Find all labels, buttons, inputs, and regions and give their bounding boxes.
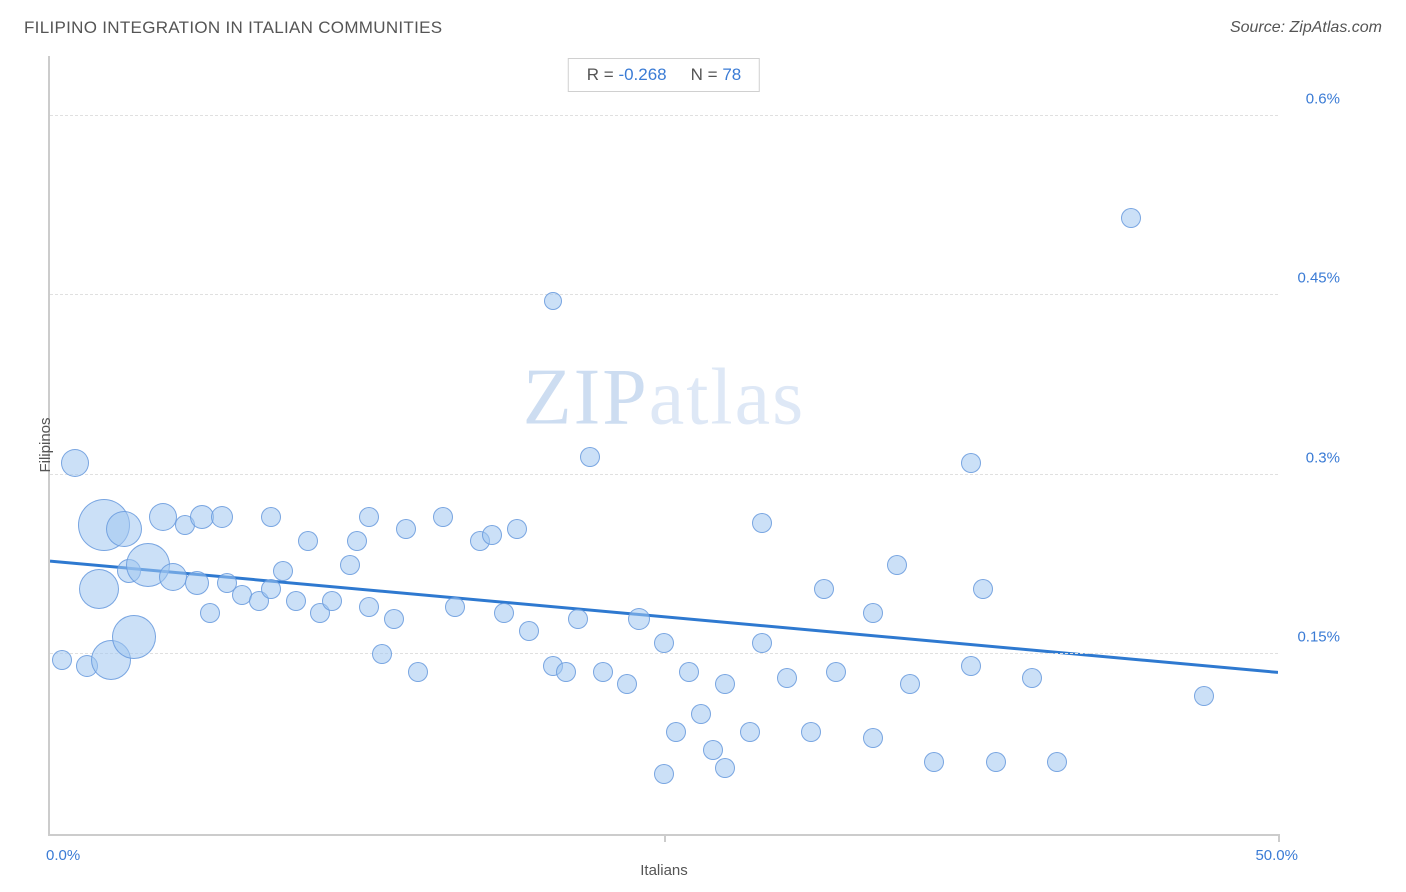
y-tick-label: 0.6%: [1285, 90, 1340, 107]
data-point: [617, 674, 637, 694]
data-point: [900, 674, 920, 694]
plot-box: Filipinos Italians 0.0% 50.0% R = -0.268…: [48, 56, 1278, 836]
data-point: [593, 662, 613, 682]
data-point: [777, 668, 797, 688]
data-point: [961, 453, 981, 473]
data-point: [261, 507, 281, 527]
y-tick-label: 0.45%: [1285, 270, 1340, 287]
n-value: 78: [722, 65, 741, 84]
data-point: [715, 674, 735, 694]
data-point: [863, 603, 883, 623]
data-point: [433, 507, 453, 527]
data-point: [654, 633, 674, 653]
stats-box: R = -0.268 N = 78: [568, 58, 760, 92]
data-point: [384, 609, 404, 629]
y-tick-label: 0.15%: [1285, 629, 1340, 646]
data-point: [211, 506, 233, 528]
x-tick-mark: [664, 834, 666, 842]
gridline: [50, 115, 1278, 116]
data-point: [814, 579, 834, 599]
data-point: [580, 447, 600, 467]
data-point: [752, 633, 772, 653]
data-point: [1194, 686, 1214, 706]
watermark-light: atlas: [649, 354, 806, 442]
data-point: [286, 591, 306, 611]
r-label: R =: [587, 65, 614, 84]
data-point: [200, 603, 220, 623]
r-value: -0.268: [618, 65, 666, 84]
watermark-text: ZIPatlas: [523, 353, 806, 444]
data-point: [273, 561, 293, 581]
data-point: [887, 555, 907, 575]
data-point: [961, 656, 981, 676]
x-axis-label: Italians: [640, 862, 688, 879]
y-tick-label: 0.3%: [1285, 449, 1340, 466]
x-tick-mark: [1278, 834, 1280, 842]
data-point: [261, 579, 281, 599]
stat-n: N = 78: [691, 65, 742, 85]
data-point: [359, 507, 379, 527]
data-point: [863, 728, 883, 748]
data-point: [79, 569, 119, 609]
data-point: [666, 722, 686, 742]
data-point: [691, 704, 711, 724]
data-point: [715, 758, 735, 778]
trend-line: [50, 56, 1278, 834]
watermark-bold: ZIP: [523, 354, 649, 442]
data-point: [372, 644, 392, 664]
data-point: [1121, 208, 1141, 228]
data-point: [494, 603, 514, 623]
x-tick-max: 50.0%: [1255, 847, 1298, 864]
data-point: [347, 531, 367, 551]
data-point: [1047, 752, 1067, 772]
data-point: [340, 555, 360, 575]
data-point: [106, 511, 142, 547]
data-point: [445, 597, 465, 617]
chart-title: FILIPINO INTEGRATION IN ITALIAN COMMUNIT…: [24, 18, 442, 38]
data-point: [507, 519, 527, 539]
x-tick-min: 0.0%: [46, 847, 80, 864]
data-point: [149, 503, 177, 531]
data-point: [568, 609, 588, 629]
n-label: N =: [691, 65, 718, 84]
chart-area: Filipinos Italians 0.0% 50.0% R = -0.268…: [48, 56, 1346, 836]
chart-source: Source: ZipAtlas.com: [1230, 19, 1382, 37]
chart-header: FILIPINO INTEGRATION IN ITALIAN COMMUNIT…: [24, 18, 1382, 38]
data-point: [52, 650, 72, 670]
data-point: [654, 764, 674, 784]
data-point: [322, 591, 342, 611]
data-point: [185, 571, 209, 595]
data-point: [359, 597, 379, 617]
data-point: [740, 722, 760, 742]
data-point: [482, 525, 502, 545]
data-point: [61, 449, 89, 477]
data-point: [408, 662, 428, 682]
data-point: [752, 513, 772, 533]
data-point: [973, 579, 993, 599]
data-point: [298, 531, 318, 551]
gridline: [50, 474, 1278, 475]
stat-r: R = -0.268: [587, 65, 667, 85]
data-point: [556, 662, 576, 682]
data-point: [112, 615, 156, 659]
data-point: [826, 662, 846, 682]
data-point: [519, 621, 539, 641]
gridline: [50, 294, 1278, 295]
data-point: [924, 752, 944, 772]
data-point: [159, 563, 187, 591]
gridline: [50, 653, 1278, 654]
data-point: [544, 292, 562, 310]
data-point: [986, 752, 1006, 772]
data-point: [801, 722, 821, 742]
data-point: [628, 608, 650, 630]
data-point: [396, 519, 416, 539]
y-axis-label: Filipinos: [37, 417, 54, 472]
data-point: [1022, 668, 1042, 688]
data-point: [703, 740, 723, 760]
data-point: [679, 662, 699, 682]
